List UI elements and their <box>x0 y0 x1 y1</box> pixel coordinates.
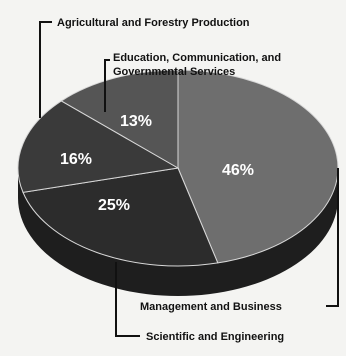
slice-scientific <box>22 167 219 267</box>
label-education-line1: Education, Communication, and <box>113 52 281 64</box>
slice-management <box>177 69 339 264</box>
pct-scientific: 25% <box>98 197 130 214</box>
slice-education <box>60 69 179 169</box>
pct-management: 46% <box>222 162 254 179</box>
leader-education <box>104 59 110 112</box>
label-education-line2: Governmental Services <box>113 66 235 78</box>
label-scientific: Scientific and Engineering <box>146 331 284 343</box>
label-management: Management and Business <box>140 301 282 313</box>
label-agricultural: Agricultural and Forestry Production <box>57 17 250 29</box>
leader-scientific <box>115 262 140 337</box>
leader-agricultural <box>39 21 52 118</box>
leader-management <box>326 168 339 307</box>
pie-slices <box>17 69 339 267</box>
slice-agricultural <box>17 100 180 193</box>
pie-side <box>18 168 338 296</box>
pct-education: 13% <box>120 113 152 130</box>
pct-agricultural: 16% <box>60 151 92 168</box>
